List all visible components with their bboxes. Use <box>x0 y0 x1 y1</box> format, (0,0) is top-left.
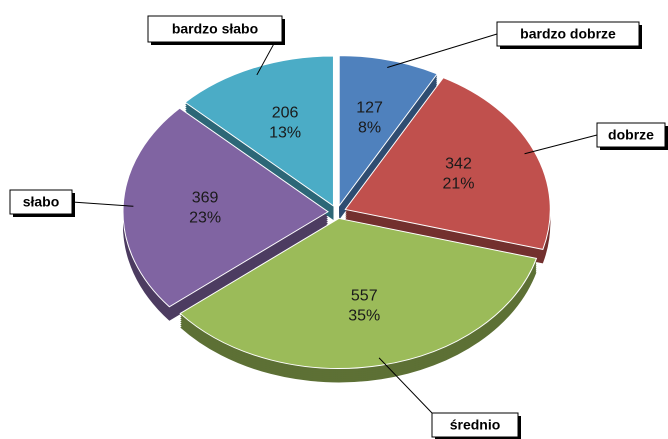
slice <box>179 217 538 369</box>
data-label: 127 <box>356 100 383 117</box>
leader-line <box>378 357 433 414</box>
data-label-percent: 21% <box>442 175 474 192</box>
slice <box>338 55 439 208</box>
data-label-percent: 13% <box>269 124 301 141</box>
callout-box <box>9 189 73 215</box>
data-label: 369 <box>192 190 219 207</box>
data-label: 206 <box>272 104 299 121</box>
data-label-percent: 8% <box>358 120 381 137</box>
category-label: dobrze <box>608 127 654 143</box>
leader-line <box>71 201 134 207</box>
leader-line <box>524 134 598 155</box>
category-label: średnio <box>450 417 501 433</box>
callout-box <box>596 122 666 148</box>
callout-box <box>431 412 519 438</box>
category-label: bardzo dobrze <box>520 26 616 42</box>
data-label: 342 <box>445 155 472 172</box>
data-label-percent: 35% <box>348 308 380 325</box>
leader-line <box>387 33 498 68</box>
data-label-percent: 23% <box>189 210 221 227</box>
category-label: słabo <box>23 194 60 210</box>
category-label: bardzo słabo <box>172 21 258 37</box>
data-label: 557 <box>351 288 378 305</box>
callout-box <box>147 15 283 43</box>
slice <box>184 55 334 207</box>
callout-box <box>496 21 640 47</box>
